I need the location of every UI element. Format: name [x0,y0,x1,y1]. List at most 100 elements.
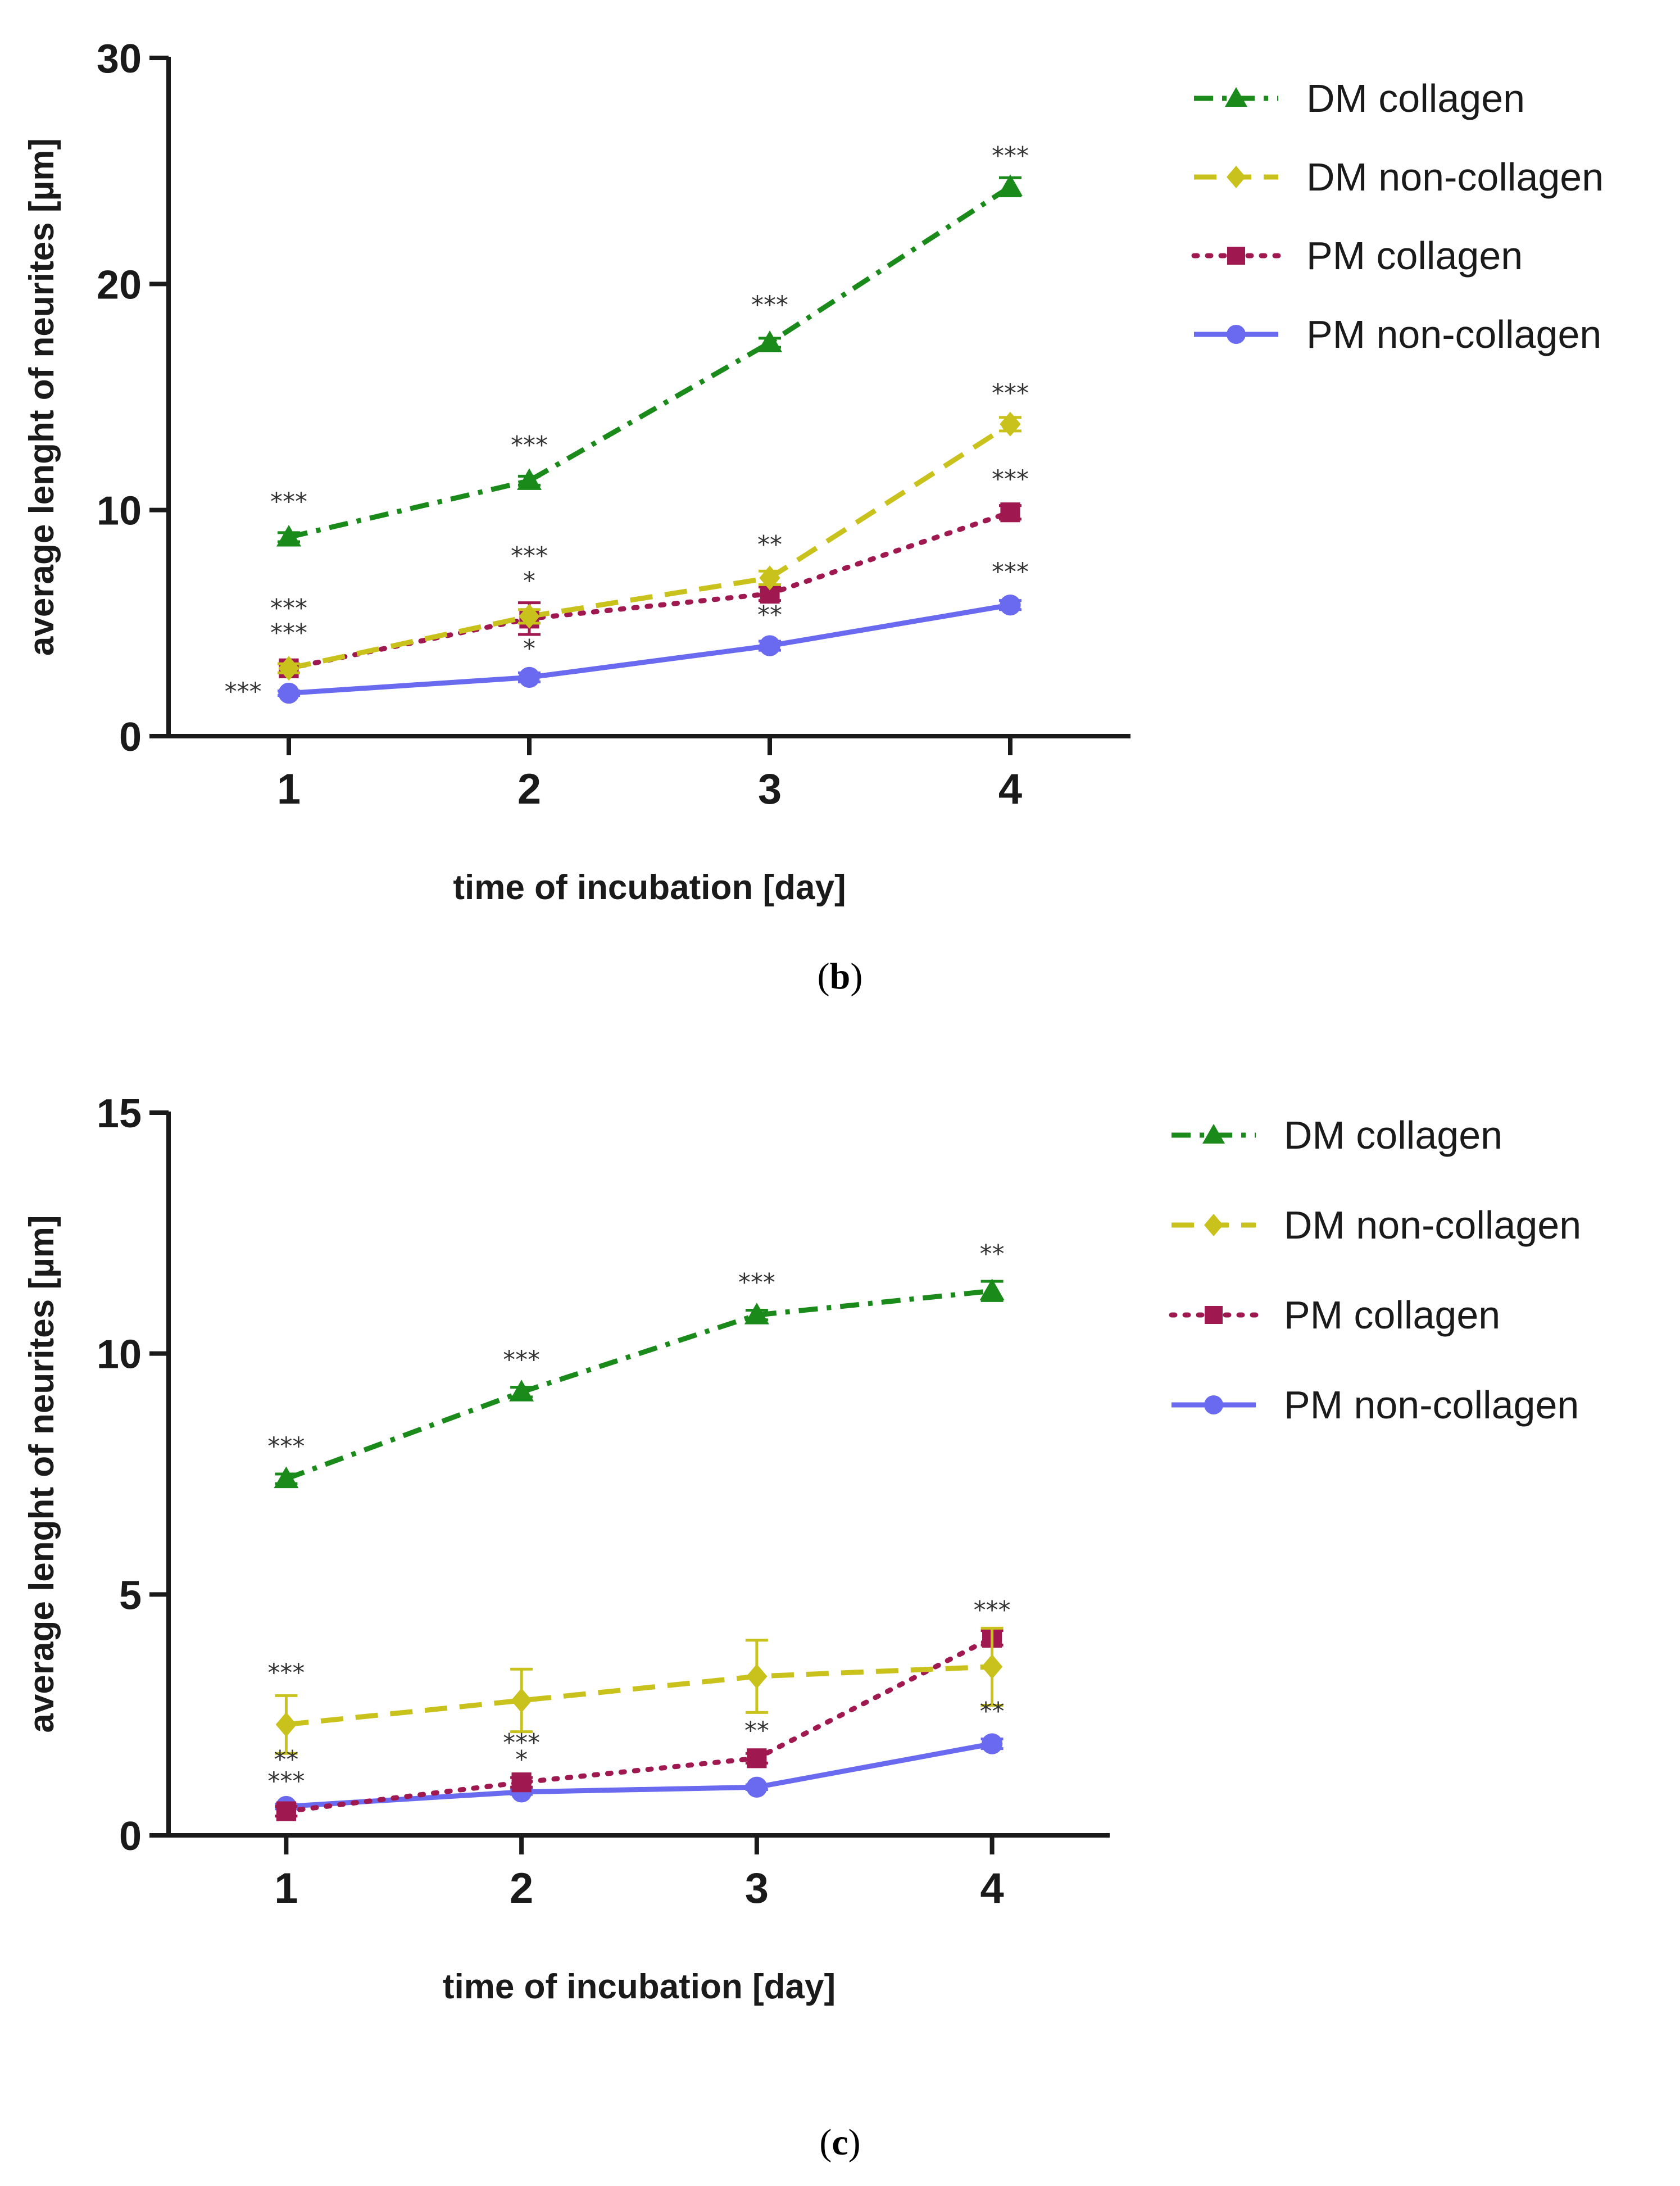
chart-b-significance-label: *** [511,431,548,460]
chart-b-y-tick-label: 30 [97,37,142,81]
chart-b-data-point [757,330,782,352]
chart-c-x-tick-label: 1 [274,1865,298,1912]
chart-c-data-point [274,1466,299,1489]
chart-c-data-point [979,1278,1005,1300]
chart-b-x-tick-label: 2 [517,765,541,813]
chart-b-x-tick-label: 3 [758,765,782,813]
chart-b-series-line-0 [288,184,1012,540]
chart-c-data-point [981,1654,1003,1679]
chart-b-x-tick-label: 1 [277,765,301,813]
chart-c-y-tick-label: 10 [97,1332,142,1377]
chart-panel-b: 0 10 20 30 1 2 3 4 time of incubation [day] avera… [0,0,1680,1028]
chart-c-y-tick-label: 5 [119,1573,142,1618]
chart-c-significance-label: ** [980,1240,1005,1268]
chart-c-series-line-2 [283,1635,995,1814]
chart-b-significance-label: *** [992,379,1029,408]
chart-b-significance-label: *** [992,142,1029,170]
chart-c-significance-label: *** [267,1659,305,1688]
chart-c-y-axis-title: average lenght of neurites [µm] [22,1215,61,1733]
chart-b-legend-marker [1227,247,1245,265]
chart-c-significance-label: * [515,1745,528,1774]
chart-b-data-point [517,468,542,490]
chart-b-legend-marker [1227,166,1246,188]
chart-b-y-tick-label: 0 [119,715,142,760]
chart-b-significance-label: * [523,634,535,663]
chart-b-series-line-1 [288,421,1012,671]
chart-c-data-point [511,1688,532,1713]
chart-b-significance-label: *** [992,465,1029,493]
chart-b-legend-marker [1225,87,1247,107]
chart-b-significance-label: *** [270,594,307,623]
caption-b-letter: b [829,956,851,997]
chart-b-data-point [278,656,299,681]
caption-b: (b) [817,956,863,997]
chart-b-significance-label: ** [757,601,782,629]
chart-c-legend-marker [1204,1214,1223,1236]
chart-b-y-tick-label: 10 [97,489,142,534]
chart-b-data-point [759,565,780,591]
chart-c-significance-label: ** [980,1697,1005,1726]
chart-b-data-point [276,524,301,547]
chart-c-series-line-3 [286,1741,993,1809]
chart-b-legend-marker [1227,325,1246,344]
chart-c-x-tick-label: 3 [745,1865,769,1912]
chart-panel-c: 0 5 10 15 1 2 3 4 time of incubation [day] averag… [0,1056,1680,2186]
chart-b-significance-label: * [523,566,535,595]
chart-c-data-point [746,1776,768,1798]
chart-c-significance-label: *** [974,1596,1011,1625]
chart-b-legend-label: PM collagen [1306,234,1523,278]
chart-c-significance-label: *** [503,1345,540,1374]
chart-c-series-line-1 [285,1664,992,1727]
chart-c-legend-label: PM non-collagen [1284,1383,1579,1427]
chart-c-significance-label: ** [744,1717,769,1745]
chart-c-svg: 0 5 10 15 1 2 3 4 time of incubation [day] averag… [22,1091,1581,2006]
chart-b-significance-label: *** [992,557,1029,586]
chart-b-legend-label: PM non-collagen [1306,312,1601,356]
chart-b-data-point [1000,594,1021,616]
chart-b-data-point [998,174,1023,196]
chart-b-x-tick-label: 4 [998,765,1022,813]
chart-b-data-point [759,635,780,656]
chart-c-data-point [511,1772,532,1793]
chart-c-legend-marker [1202,1124,1225,1144]
chart-b-data-point [278,682,299,704]
chart-b-y-tick-label: 20 [97,262,142,307]
chart-b-significance-label: ** [757,530,782,559]
chart-b-svg: 0 10 20 30 1 2 3 4 time of incubation [day] avera… [22,37,1604,907]
chart-b-data-point [1000,411,1021,437]
chart-b-significance-label: *** [270,619,307,647]
chart-c-y-tick-label: 15 [97,1091,142,1136]
caption-c: (c) [819,2122,861,2163]
chart-c-significance-label: *** [267,1767,305,1796]
chart-c-legend-marker [1205,1306,1223,1324]
chart-c-data-point [509,1380,534,1402]
chart-b-data-point [519,604,540,629]
chart-c-data-point [747,1748,767,1768]
chart-b-legend-label: DM non-collagen [1306,155,1604,199]
chart-c-significance-label: *** [503,1729,540,1757]
chart-b-data-point [519,666,540,688]
chart-c-significance-label: *** [738,1268,775,1297]
chart-c-data-point [981,1733,1003,1754]
chart-b-data-point [1000,502,1020,523]
chart-c-significance-label: *** [267,1432,305,1461]
chart-b-legend-label: DM collagen [1306,76,1525,120]
chart-b-significance-label: *** [511,542,548,570]
chart-c-legend-label: DM non-collagen [1284,1203,1581,1247]
chart-b-x-axis-title: time of incubation [day] [453,868,846,907]
chart-c-y-tick-label: 0 [119,1814,142,1859]
chart-b-significance-label: *** [270,488,307,516]
chart-c-x-tick-label: 2 [510,1865,533,1912]
chart-c-series-line-0 [285,1288,993,1481]
chart-b-y-axis-title: average lenght of neurites [µm] [22,138,61,656]
chart-c-data-point [744,1303,769,1325]
chart-b-series-line-3 [288,602,1011,696]
chart-c-legend-marker [1204,1395,1223,1414]
chart-c-legend-label: DM collagen [1284,1113,1502,1157]
chart-b-significance-label: *** [751,291,788,320]
chart-c-data-point [276,1801,296,1821]
chart-c-data-point [746,1664,768,1689]
chart-c-x-axis-title: time of incubation [day] [443,1967,836,2006]
caption-c-letter: c [832,2122,848,2163]
chart-c-x-tick-label: 4 [980,1865,1004,1912]
